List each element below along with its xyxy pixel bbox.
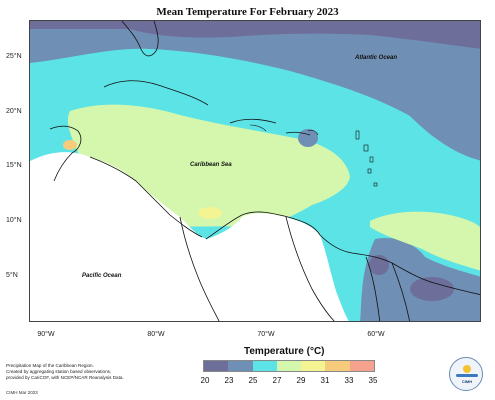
wave-icon xyxy=(456,374,478,377)
legend-tick-label: 20 xyxy=(200,376,210,385)
pacific-ocean-label: Pacific Ocean xyxy=(82,273,122,279)
cimh-logo: CIMH xyxy=(449,357,483,391)
legend-tick-label: 23 xyxy=(224,376,234,385)
legend-swatch-2 xyxy=(252,361,277,371)
atlantic-ocean-label: Atlantic Ocean xyxy=(355,55,398,61)
lon-label-70w: 70°W xyxy=(257,331,275,338)
legend-swatch-1 xyxy=(228,361,253,371)
land-central-america xyxy=(30,152,349,321)
temp-cold-blob-3 xyxy=(410,277,454,301)
legend-swatch-4 xyxy=(301,361,326,371)
lat-label-5n: 5°N xyxy=(6,272,18,279)
legend-swatch-5 xyxy=(325,361,350,371)
coastlines xyxy=(49,21,480,321)
credit-line-2: Created by aggregating station based obs… xyxy=(6,369,112,374)
legend-ticks: 20 23 25 27 29 31 33 35 xyxy=(193,376,385,385)
logo-label: CIMH xyxy=(461,379,473,384)
legend-color-bar xyxy=(203,360,375,372)
lat-label-15n: 15°N xyxy=(6,162,22,169)
legend-title: Temperature (°C) xyxy=(244,346,325,357)
legend-tick-label: 25 xyxy=(248,376,258,385)
temp-band-29-31 xyxy=(198,207,222,219)
sun-icon xyxy=(463,365,471,373)
credit-text: Precipitation Map of the Caribbean Regio… xyxy=(6,363,186,381)
lon-label-80w: 80°W xyxy=(147,331,165,338)
credit-date: CIMH Mar 2023 xyxy=(6,390,38,395)
legend-tick-label: 31 xyxy=(320,376,330,385)
islands xyxy=(249,124,378,187)
credit-line-3: provided by CariCOF, with NCEP/NCAR Rean… xyxy=(6,375,124,380)
legend-swatch-6 xyxy=(349,361,374,371)
temperature-field xyxy=(30,21,480,321)
legend-tick-label: 29 xyxy=(296,376,306,385)
legend-swatch-0 xyxy=(204,361,229,371)
legend-swatch-3 xyxy=(276,361,302,371)
legend-tick-label: 27 xyxy=(272,376,282,385)
lat-label-25n: 25°N xyxy=(6,53,22,60)
temperature-map xyxy=(29,20,481,322)
legend-tick-label: 35 xyxy=(368,376,378,385)
legend-tick-label: 33 xyxy=(344,376,354,385)
lon-label-60w: 60°W xyxy=(367,331,385,338)
temp-band-20-23-north xyxy=(30,21,480,49)
map-title: Mean Temperature For February 2023 xyxy=(156,6,339,18)
temp-hotspot-31-33 xyxy=(63,140,77,150)
lat-label-20n: 20°N xyxy=(6,108,22,115)
temp-band-23-25-north xyxy=(30,21,480,161)
caribbean-sea-label: Caribbean Sea xyxy=(190,162,232,168)
credit-line-1: Precipitation Map of the Caribbean Regio… xyxy=(6,363,94,368)
lat-label-10n: 10°N xyxy=(6,217,22,224)
temp-band-27-29-southeast xyxy=(370,211,480,271)
lon-label-90w: 90°W xyxy=(37,331,55,338)
